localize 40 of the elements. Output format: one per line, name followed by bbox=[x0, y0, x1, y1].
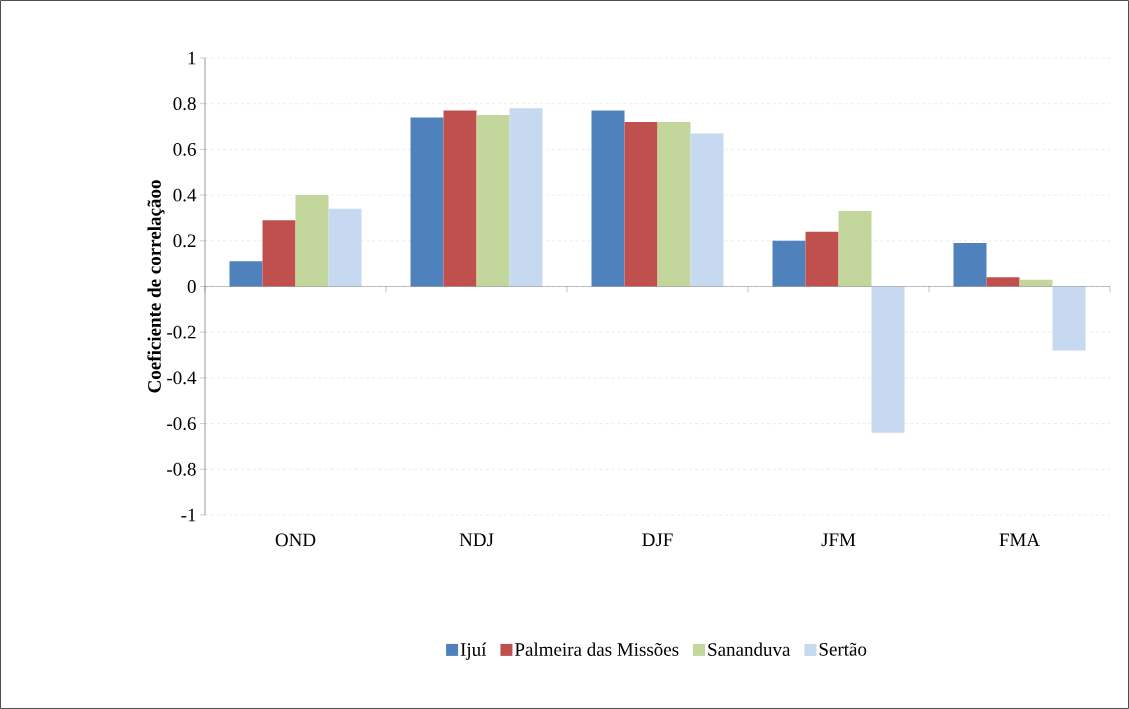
bar bbox=[295, 195, 329, 287]
bar bbox=[986, 277, 1020, 287]
bar bbox=[805, 231, 839, 287]
y-tick-label: -0.6 bbox=[167, 417, 196, 431]
bar bbox=[410, 117, 444, 287]
legend-label: Palmeira das Missões bbox=[514, 642, 679, 656]
bar bbox=[328, 208, 362, 287]
y-tick-label: 0.6 bbox=[173, 142, 196, 156]
bar bbox=[229, 261, 263, 287]
y-tick-label: 0.2 bbox=[173, 234, 196, 248]
legend-label: Ijuí bbox=[460, 642, 487, 660]
y-tick-label: -0.2 bbox=[167, 325, 196, 339]
legend-label: Sertão bbox=[819, 642, 867, 656]
y-tick-label: -1 bbox=[181, 508, 196, 522]
y-tick-label: 0.8 bbox=[173, 97, 196, 111]
x-tick-label: JFM bbox=[821, 533, 856, 547]
bar bbox=[1052, 286, 1086, 351]
y-tick-label: 0.4 bbox=[173, 188, 197, 202]
bar bbox=[871, 286, 905, 433]
bar bbox=[690, 133, 724, 287]
bar bbox=[772, 240, 806, 287]
bar bbox=[443, 110, 477, 287]
x-tick-label: OND bbox=[275, 533, 316, 547]
y-tick-label: -0.4 bbox=[167, 371, 197, 385]
x-tick-label: DJF bbox=[642, 533, 673, 547]
y-axis-title: Coeficiente de correlaçãoo bbox=[147, 180, 165, 393]
y-tick-label: -0.8 bbox=[167, 462, 196, 476]
bar bbox=[262, 220, 296, 287]
y-tick-label: 1 bbox=[188, 51, 196, 65]
bar bbox=[953, 243, 987, 287]
bar bbox=[476, 115, 510, 287]
bar bbox=[657, 121, 691, 287]
bar bbox=[591, 110, 625, 287]
x-tick-label: NDJ bbox=[459, 533, 494, 547]
bar bbox=[624, 121, 658, 287]
y-tick-label: 0 bbox=[187, 280, 196, 293]
bar bbox=[509, 108, 543, 287]
bar bbox=[838, 211, 872, 287]
legend-label: Sananduva bbox=[708, 642, 791, 656]
x-tick-label: FMA bbox=[999, 533, 1040, 547]
